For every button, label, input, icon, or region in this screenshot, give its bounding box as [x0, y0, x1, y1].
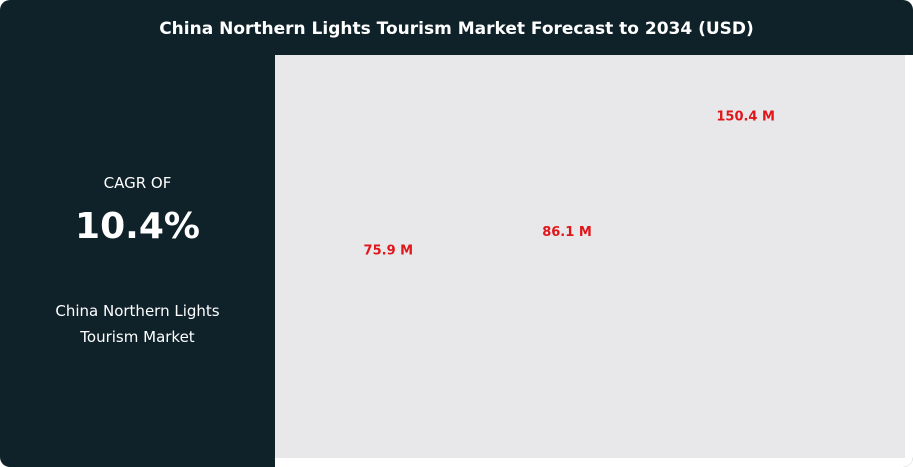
summary-panel: CAGR OF 10.4% China Northern Lights Tour… [0, 58, 275, 467]
cagr-value: 10.4% [75, 206, 200, 247]
value-label: 150.4 M [716, 110, 775, 125]
plot-background [275, 55, 905, 458]
chart-title: China Northern Lights Tourism Market For… [159, 19, 754, 39]
market-name: China Northern Lights Tourism Market [55, 302, 220, 346]
chart: 75.9 M 86.1 M 150.4 M [275, 55, 905, 458]
plot-area: 75.9 M 86.1 M 150.4 M [275, 55, 913, 467]
value-label: 86.1 M [542, 225, 592, 240]
value-label: 75.9 M [364, 244, 414, 259]
cagr-caption: CAGR OF [103, 174, 172, 192]
